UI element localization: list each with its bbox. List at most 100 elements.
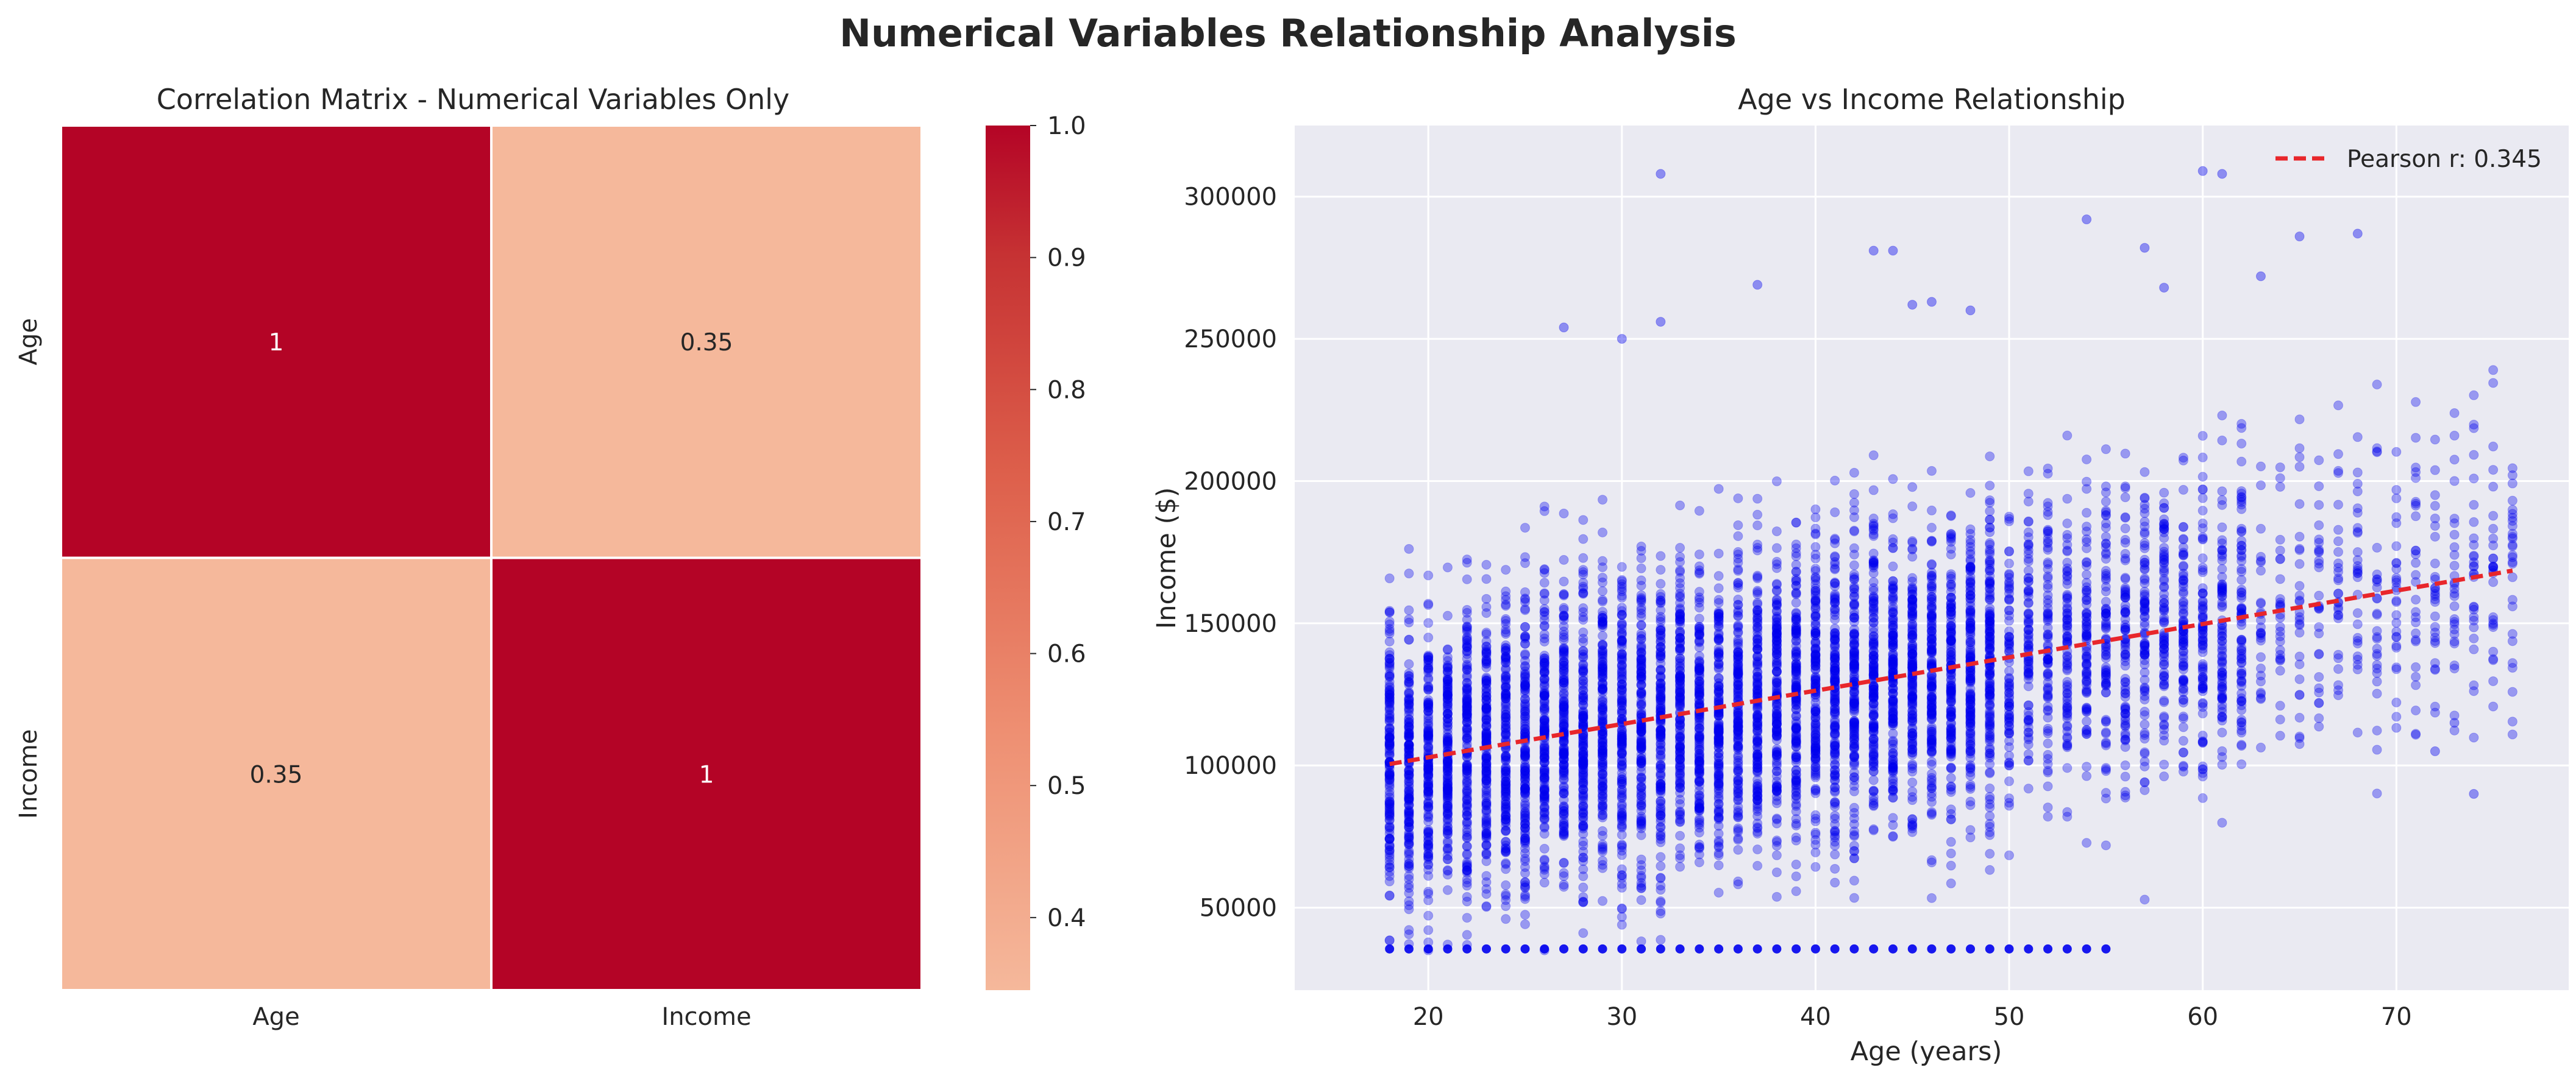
- scatter-point: [1481, 574, 1492, 584]
- scatter-point: [1810, 732, 1821, 743]
- scatter-point: [2004, 776, 2015, 787]
- scatter-point: [1617, 774, 1627, 784]
- scatter-point: [1713, 758, 1724, 768]
- scatter-point: [1384, 796, 1395, 806]
- scatter-point: [1771, 598, 1782, 608]
- scatter-point: [1384, 698, 1395, 708]
- scatter-point: [1675, 500, 1685, 511]
- heatmap-cell: [60, 556, 493, 991]
- scatter-point: [1985, 606, 1995, 617]
- scatter-point: [1384, 730, 1395, 740]
- scatter-point: [1694, 587, 1704, 597]
- scatter-point: [1849, 629, 1859, 639]
- scatter-point: [1404, 871, 1414, 881]
- scatter-point: [1404, 809, 1414, 820]
- scatter-point: [1617, 742, 1627, 753]
- scatter-point: [1404, 677, 1414, 687]
- scatter-point: [1965, 699, 1976, 709]
- scatter-point: [1539, 763, 1550, 774]
- scatter-point: [1404, 767, 1414, 778]
- scatter-point: [1771, 867, 1782, 877]
- scatter-point: [1404, 729, 1414, 739]
- scatter-point: [1462, 752, 1472, 762]
- scatter-point: [1404, 714, 1414, 724]
- scatter-point: [1384, 845, 1395, 856]
- scatter-point: [1404, 614, 1414, 625]
- scatter-point: [1384, 748, 1395, 759]
- scatter-point: [1907, 593, 1918, 604]
- scatter-point: [1384, 834, 1395, 844]
- scatter-point: [1888, 782, 1898, 792]
- scatter-point: [1539, 813, 1550, 823]
- scatter-point: [1462, 558, 1472, 568]
- scatter-point: [1830, 771, 1840, 781]
- scatter-point: [1501, 645, 1511, 656]
- scatter-point: [1404, 569, 1414, 579]
- scatter-point: [1578, 837, 1589, 847]
- scatter-point: [1384, 682, 1395, 692]
- scatter-point: [1965, 650, 1976, 661]
- heatmap-title: Correlation Matrix - Numerical Variables…: [157, 83, 789, 116]
- scatter-point: [1965, 688, 1976, 698]
- scatter-point: [1946, 636, 1956, 647]
- scatter-point: [1849, 813, 1859, 824]
- scatter-point: [1423, 667, 1434, 678]
- scatter-point: [1713, 622, 1724, 632]
- scatter-point: [1617, 879, 1627, 889]
- scatter-point: [1501, 814, 1511, 824]
- scatter-point: [1384, 712, 1395, 723]
- scatter-point: [1481, 608, 1492, 618]
- scatter-point: [1501, 944, 1510, 954]
- scatter-point: [1404, 800, 1414, 810]
- scatter-point: [1404, 896, 1414, 907]
- scatter-point: [1578, 759, 1589, 769]
- scatter-point: [1578, 712, 1589, 723]
- scatter-point: [1384, 808, 1395, 818]
- scatter-point: [1404, 731, 1414, 742]
- scatter-point: [1404, 799, 1414, 810]
- scatter-point: [1888, 656, 1898, 666]
- scatter-point: [1384, 693, 1395, 704]
- scatter-point: [1384, 672, 1395, 682]
- scatter-point: [1985, 700, 1995, 710]
- scatter-point: [1791, 832, 1801, 843]
- scatter-point: [1752, 661, 1763, 671]
- scatter-point: [1404, 732, 1414, 742]
- scatter-point: [1578, 747, 1589, 757]
- scatter-point: [1384, 750, 1395, 760]
- scatter-point: [1868, 720, 1879, 731]
- scatter-point: [1404, 745, 1414, 755]
- scatter-point: [1965, 623, 1976, 633]
- scatter-point: [1617, 919, 1627, 930]
- scatter-point: [1907, 787, 1918, 797]
- scatter-point: [1462, 913, 1472, 923]
- scatter-point: [2004, 514, 2015, 524]
- scatter-point: [1946, 534, 1956, 544]
- scatter-point: [1384, 732, 1395, 743]
- scatter-point: [1752, 860, 1763, 871]
- scatter-point: [1404, 786, 1414, 796]
- scatter-point: [1694, 565, 1704, 576]
- scatter-point: [1404, 679, 1414, 690]
- scatter-point: [1771, 841, 1782, 851]
- scatter-point: [1694, 745, 1704, 755]
- scatter-point: [1636, 735, 1646, 746]
- scatter-point: [1404, 809, 1414, 819]
- scatter-point: [1752, 762, 1763, 773]
- scatter-point: [1617, 708, 1627, 718]
- scatter-point: [1384, 607, 1395, 617]
- scatter-point: [1713, 548, 1724, 559]
- scatter-point: [1559, 508, 1569, 519]
- scatter-point: [1384, 669, 1395, 679]
- scatter-point: [1656, 779, 1666, 789]
- scatter-point: [1907, 778, 1918, 788]
- scatter-point: [1462, 574, 1472, 584]
- scatter-point: [1462, 865, 1472, 876]
- scatter-point: [1404, 730, 1414, 740]
- scatter-point: [1481, 840, 1492, 851]
- scatter-point: [1598, 660, 1608, 670]
- scatter-point: [1384, 699, 1395, 709]
- scatter-point: [1384, 775, 1395, 785]
- scatter-point: [1501, 776, 1511, 787]
- heatmap-cell-value: 1: [269, 329, 284, 356]
